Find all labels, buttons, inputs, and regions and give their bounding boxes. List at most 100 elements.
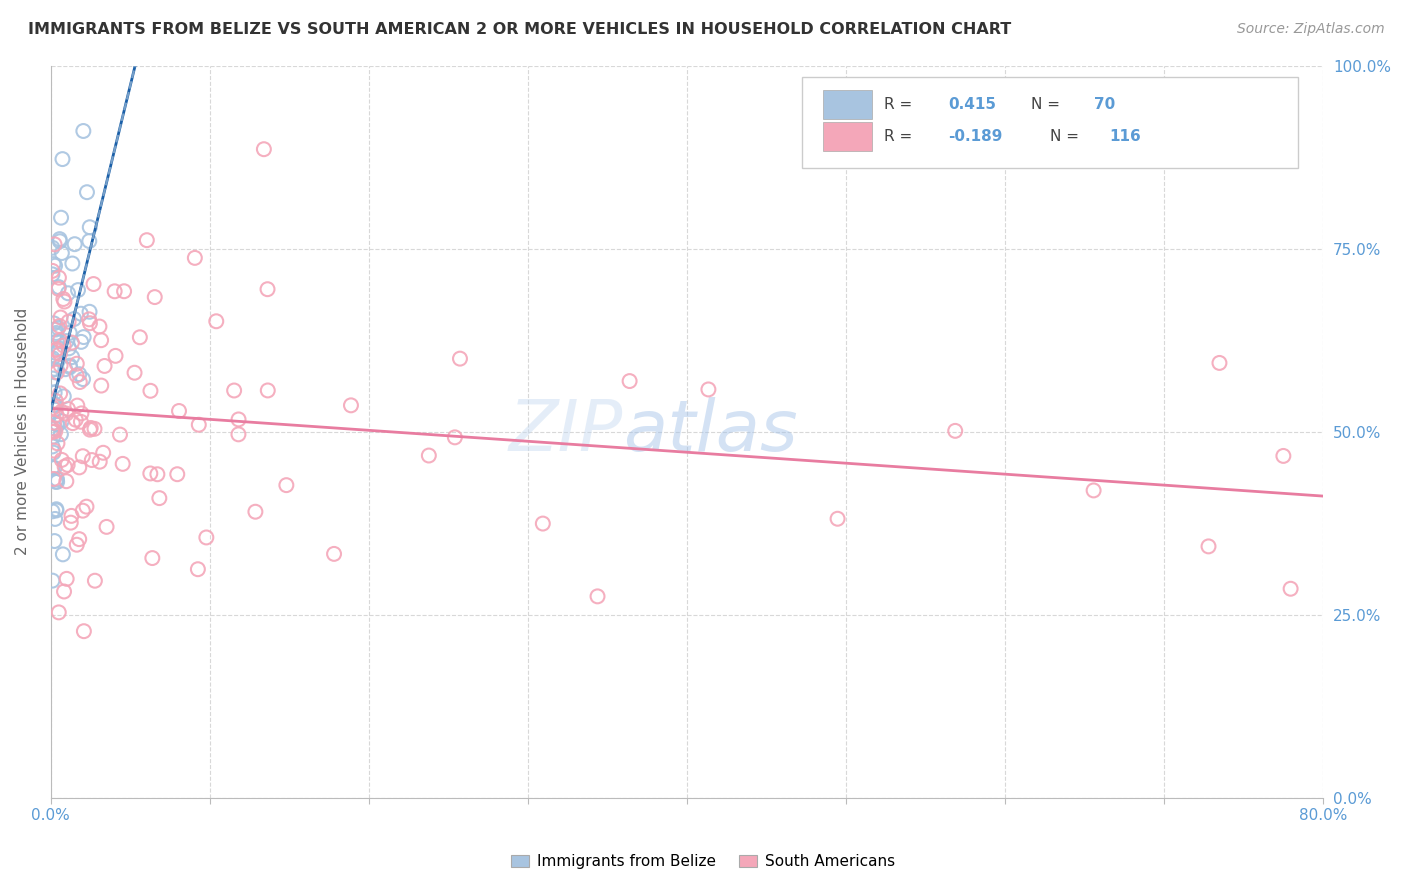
Point (45, 393, 67, 408)
Point (49, 234, 72, 248)
Point (52, 547, 75, 561)
Point (111, 457, 134, 471)
Point (187, 562, 209, 576)
Point (184, 251, 207, 265)
Point (135, 233, 157, 247)
Point (73, 624, 96, 639)
Point (60, 335, 83, 350)
Point (79, 220, 101, 235)
Point (205, 314, 228, 328)
Point (139, 467, 162, 481)
Point (89, 455, 111, 469)
Point (53, 584, 76, 599)
Point (41, 439, 63, 453)
Point (80, 421, 103, 435)
Point (195, 531, 218, 545)
Point (48, 318, 70, 333)
Point (79, 316, 101, 330)
Point (42, 317, 65, 331)
Point (41, 264, 63, 278)
Point (55, 474, 77, 488)
Point (89, 319, 111, 334)
Point (44, 365, 66, 379)
Point (52, 292, 75, 306)
Point (83, 574, 105, 588)
Point (42, 363, 65, 377)
Point (619, 374, 641, 388)
Point (48, 232, 70, 246)
Point (76, 500, 98, 514)
Point (55, 572, 77, 586)
Point (46, 436, 69, 450)
Point (49, 386, 72, 401)
Point (45, 334, 67, 349)
Point (128, 330, 150, 344)
Point (44, 512, 66, 526)
Point (65, 413, 87, 427)
Point (93, 359, 115, 373)
Point (166, 467, 188, 482)
Point (70, 334, 93, 349)
Point (66, 357, 89, 371)
Point (148, 491, 170, 505)
Point (449, 351, 471, 366)
Point (46, 417, 69, 432)
Point (77, 312, 100, 326)
Point (41, 504, 63, 518)
Point (67, 532, 90, 546)
Point (146, 467, 169, 482)
Point (1208, 356, 1230, 370)
Point (70, 406, 93, 420)
Point (112, 285, 135, 299)
Point (72, 449, 94, 463)
Point (41, 421, 63, 435)
Point (51, 414, 73, 428)
Point (46, 366, 69, 380)
Point (90, 378, 112, 392)
Point (45, 502, 67, 516)
Point (59, 359, 82, 374)
Point (44, 361, 66, 376)
Point (66, 538, 89, 552)
Point (104, 285, 127, 299)
Point (83, 422, 105, 436)
Point (48, 342, 70, 356)
Point (44, 421, 66, 435)
Point (48, 606, 70, 620)
Point (76, 185, 98, 199)
Point (60, 508, 83, 523)
Point (58, 315, 80, 329)
Point (73, 330, 96, 344)
Point (70, 307, 93, 321)
Point (697, 383, 720, 397)
Point (276, 478, 298, 492)
Point (41, 241, 63, 255)
Point (79, 305, 101, 319)
Text: 70: 70 (1094, 97, 1115, 112)
Point (66, 283, 89, 297)
Point (63, 237, 86, 252)
Point (41, 574, 63, 588)
Point (44, 398, 66, 412)
Point (46, 475, 69, 489)
Point (52, 389, 75, 403)
Point (51, 152, 73, 166)
Point (79, 234, 101, 248)
Text: 0.415: 0.415 (948, 97, 995, 112)
Point (48, 270, 70, 285)
Point (72, 372, 94, 386)
Point (96, 520, 118, 534)
Point (58, 342, 80, 356)
Point (51, 405, 73, 419)
Point (46, 321, 69, 335)
Point (104, 349, 127, 363)
Point (1198, 540, 1220, 554)
Point (45, 346, 67, 360)
Point (53, 459, 76, 474)
Point (65, 368, 87, 383)
Point (224, 384, 246, 398)
Point (228, 412, 250, 426)
Point (245, 505, 267, 519)
Point (49, 333, 72, 347)
Point (91, 446, 114, 460)
